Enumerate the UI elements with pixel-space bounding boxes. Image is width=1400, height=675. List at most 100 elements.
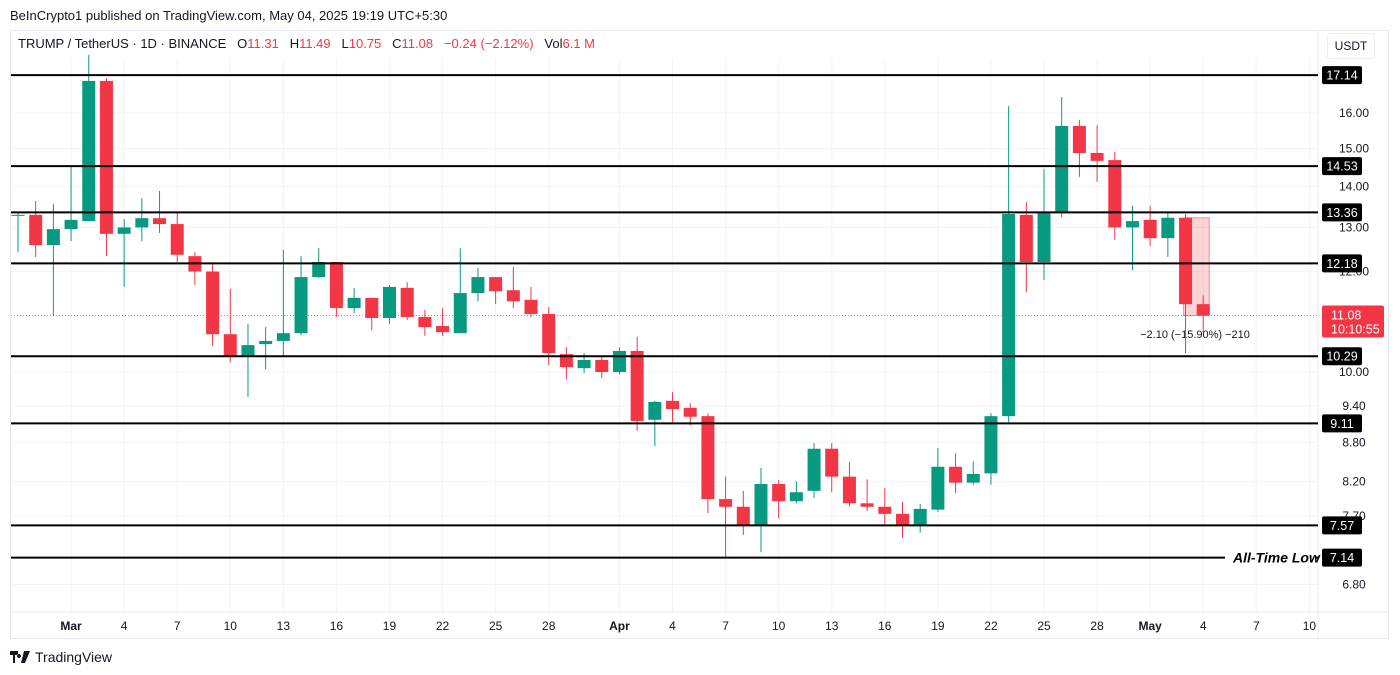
candle-body [949,466,963,483]
candle-body [842,476,856,504]
candle [683,403,697,426]
candle [807,443,821,498]
y-tick-label: 10.00 [1339,365,1369,379]
all-time-low-annotation: All-Time Low [1232,550,1321,566]
x-tick-label: 4 [121,619,128,633]
candle-body [312,261,326,278]
candle [347,287,361,314]
candle-body [1090,153,1104,161]
level-price-tag [1322,414,1362,433]
candle-body [453,293,467,334]
x-tick-label: Mar [60,619,82,633]
footer-brand[interactable]: TradingView [10,649,112,665]
candle [966,461,980,485]
level-price-label: 9.11 [1330,417,1353,431]
x-tick-label: 16 [330,619,344,633]
x-tick-label: 10 [1303,619,1317,633]
candle-body [506,290,520,302]
candle [64,166,78,242]
x-tick-label: 13 [825,619,839,633]
candle-body [1143,219,1157,239]
candle [418,310,432,336]
open-label: O [237,36,248,51]
candle [559,347,573,380]
x-tick-label: 7 [722,619,729,633]
candle-body [117,227,131,234]
candle [825,443,839,493]
candle-body [1055,125,1069,214]
candle-body [436,326,450,333]
level-price-tag [1322,254,1362,273]
candle-body [46,229,60,246]
candle-body [489,277,503,292]
candle-body [683,407,697,417]
candle [1161,213,1175,258]
x-tick-label: 16 [878,619,892,633]
candle [754,468,768,553]
candle-body [612,350,626,372]
candle [719,476,733,558]
candle [365,297,379,331]
candle [842,461,856,507]
candle-body [1108,160,1122,228]
candle-body [984,416,998,474]
y-tick-label: 16.00 [1339,106,1369,120]
candle-body [630,350,644,421]
candle-body [471,277,485,294]
candle [612,347,626,375]
candle-body [896,513,909,526]
candle-body [153,218,167,225]
candle-body [418,316,432,328]
candle-body [170,224,184,255]
candle-body [11,214,25,216]
candle [1037,168,1051,280]
candle-body [382,286,396,318]
candle [259,327,273,370]
x-tick-label: 28 [542,619,556,633]
y-tick-label: 6.80 [1342,578,1366,592]
candle-body [825,448,839,477]
currency-button[interactable]: USDT [1327,33,1375,59]
candle-body [1196,304,1210,316]
bar-countdown-label: 10:10:55 [1331,322,1380,336]
level-price-tag [1322,203,1362,222]
candle-body [860,503,874,507]
candle [400,282,414,320]
candle [206,261,220,347]
symbol-name[interactable]: TRUMP / TetherUS · 1D · BINANCE [18,36,227,51]
candle-body [29,214,43,246]
candle [241,324,255,397]
volume-value: 6.1 M [562,36,595,51]
candle [595,355,609,379]
candle-body [347,297,361,309]
close-value: 11.08 [401,36,434,51]
high-label: H [289,36,300,51]
candle [294,256,308,336]
candle-body [524,299,538,315]
level-price-label: 14.53 [1326,160,1357,174]
candle-body [1161,217,1175,239]
brand-name: TradingView [35,649,113,665]
candle-body [542,314,556,354]
y-tick-label: 15.00 [1339,142,1369,156]
candle-body [241,345,255,357]
candle-body [577,360,591,369]
x-tick-label: 10 [772,619,786,633]
candle-body [1037,213,1051,262]
candle-body [329,261,343,309]
level-price-label: 12.18 [1326,257,1357,271]
candle [931,448,945,512]
candle [1055,97,1069,218]
candle-body [206,271,220,335]
candle-body [400,287,414,317]
candle [772,480,786,519]
y-tick-label: 8.80 [1342,435,1366,449]
candle [329,261,343,317]
candle-body [754,484,768,526]
level-price-tag [1322,66,1362,85]
x-tick-label: 25 [489,619,503,633]
x-tick-label: 10 [224,619,238,633]
y-tick-label: 8.20 [1342,474,1366,488]
level-price-label: 13.36 [1326,206,1357,220]
